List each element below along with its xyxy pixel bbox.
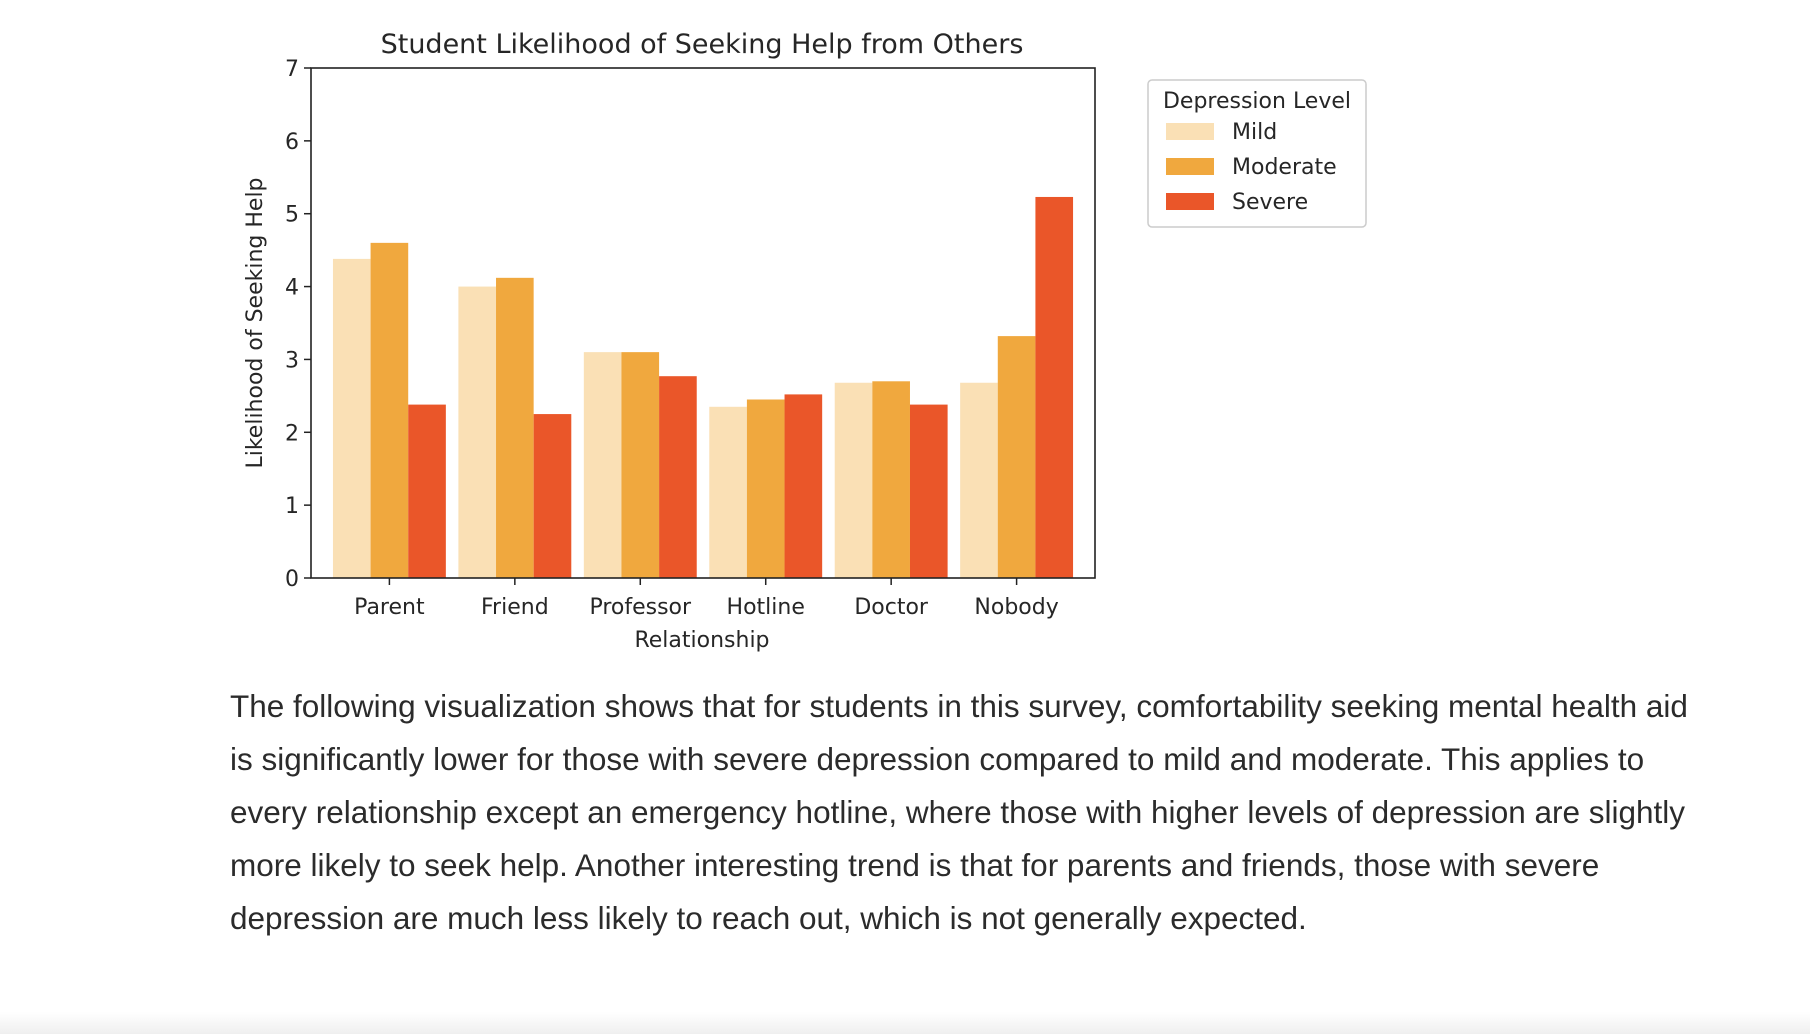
bar-professor-moderate	[621, 352, 660, 578]
bar-doctor-mild	[834, 382, 873, 578]
x-tick-label-hotline: Hotline	[727, 595, 805, 620]
y-tick-label: 7	[285, 57, 299, 82]
bar-professor-mild	[583, 352, 622, 578]
x-tick-label-friend: Friend	[481, 595, 549, 620]
x-tick-label-doctor: Doctor	[854, 595, 929, 620]
chart-title: Student Likelihood of Seeking Help from …	[381, 29, 1024, 60]
y-tick-label: 4	[285, 276, 299, 301]
x-axis: Parent Friend Professor Hotline Doctor Nobody	[354, 578, 1059, 620]
x-tick-label-nobody: Nobody	[974, 595, 1058, 620]
legend-swatch-severe	[1166, 193, 1214, 210]
y-tick-label: 6	[285, 130, 299, 155]
y-tick-label: 0	[285, 567, 299, 592]
caption-paragraph: The following visualization shows that f…	[230, 688, 1688, 936]
plot-frame	[310, 67, 1096, 579]
y-tick-label: 2	[285, 421, 299, 446]
bar-doctor-moderate	[872, 381, 910, 578]
x-tick-label-parent: Parent	[354, 595, 425, 620]
bar-parent-mild	[332, 258, 371, 578]
y-tick-label: 1	[285, 494, 299, 519]
bar-friend-moderate	[496, 277, 534, 578]
legend-items: Mild Moderate Severe	[1166, 120, 1337, 215]
bar-hotline-severe	[784, 394, 823, 578]
bar-professor-severe	[659, 376, 697, 578]
bar-nobody-severe	[1035, 196, 1074, 578]
bar-parent-severe	[408, 404, 446, 578]
x-axis-label: Relationship	[634, 628, 769, 653]
legend: Depression Level Mild Moderate Severe	[1147, 79, 1367, 228]
bar-chart: Student Likelihood of Seeking Help from …	[243, 29, 1367, 653]
bar-hotline-mild	[709, 406, 747, 578]
legend-label-severe: Severe	[1232, 190, 1308, 215]
legend-frame	[1147, 79, 1367, 228]
y-axis: 0 1 2 3 4 5 6 7	[285, 57, 311, 592]
y-tick-label: 3	[285, 348, 299, 373]
bars-group	[332, 196, 1074, 579]
bar-hotline-moderate	[746, 399, 785, 578]
bar-nobody-moderate	[997, 336, 1036, 578]
bar-parent-moderate	[370, 242, 409, 579]
legend-title: Depression Level	[1163, 89, 1351, 114]
legend-label-moderate: Moderate	[1232, 155, 1337, 180]
bar-doctor-severe	[909, 404, 948, 578]
x-tick-label-professor: Professor	[589, 595, 692, 620]
legend-label-mild: Mild	[1232, 120, 1277, 145]
bottom-shadow	[0, 1012, 1810, 1034]
legend-swatch-moderate	[1166, 158, 1214, 175]
bar-nobody-mild	[960, 382, 998, 578]
bar-friend-severe	[533, 414, 572, 578]
bar-friend-mild	[458, 286, 497, 578]
y-axis-label: Likelihood of Seeking Help	[243, 177, 268, 468]
y-tick-label: 5	[285, 203, 299, 228]
legend-swatch-mild	[1166, 123, 1214, 140]
